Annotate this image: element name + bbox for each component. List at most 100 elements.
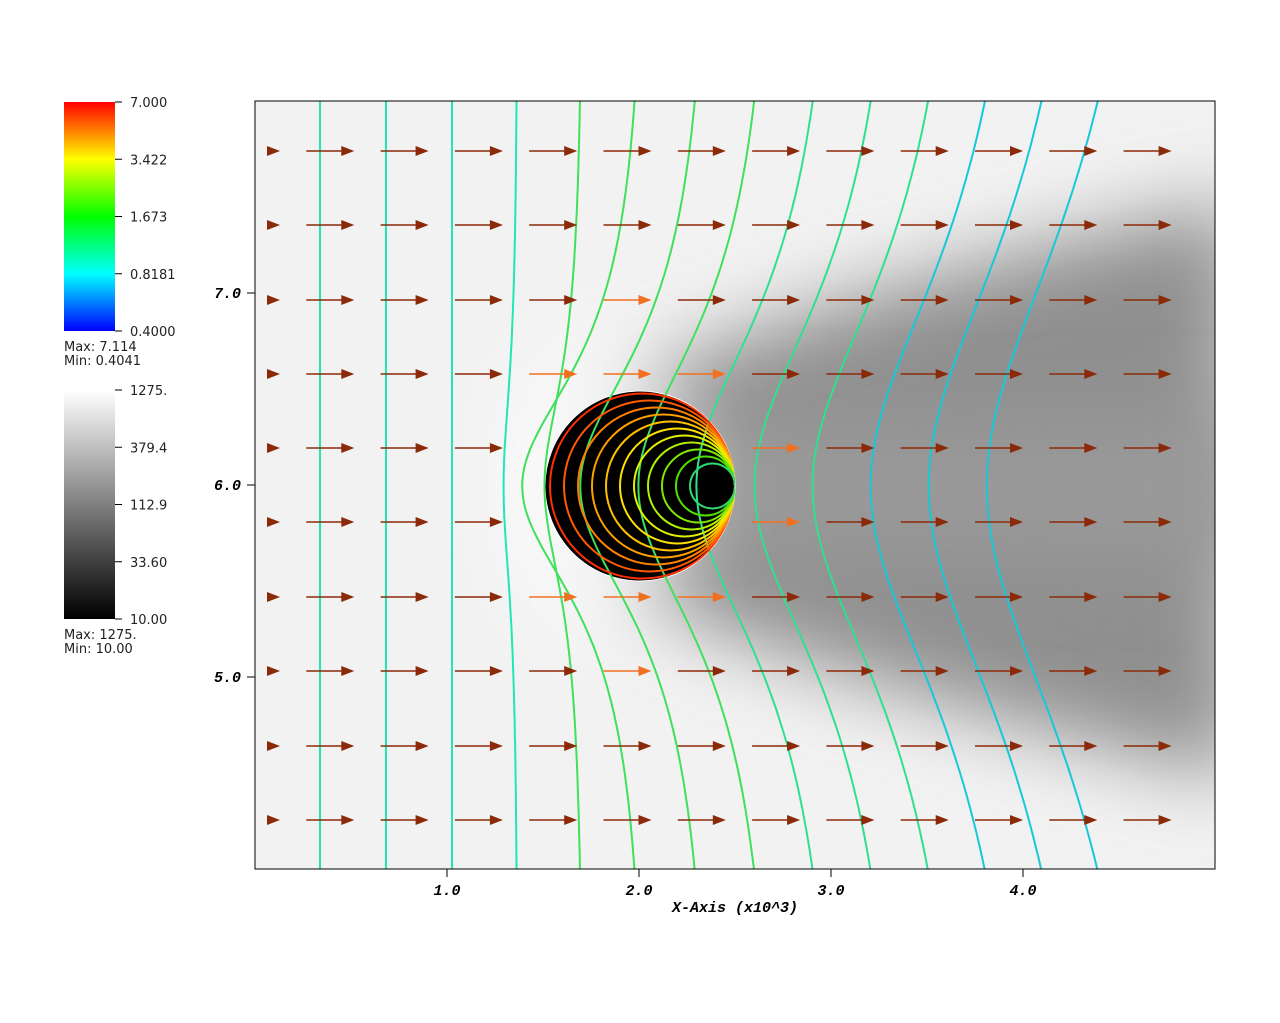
vector-head	[489, 146, 503, 156]
vector-head	[712, 815, 726, 825]
vector-head	[712, 741, 726, 751]
vector-head	[1010, 815, 1023, 825]
vector-head	[712, 295, 726, 305]
vector-head	[1010, 220, 1023, 230]
vector-head	[267, 146, 280, 156]
inner-contour	[675, 455, 735, 517]
vector-head	[787, 443, 801, 453]
wake-core	[640, 400, 1215, 570]
vector-head	[415, 517, 429, 527]
vector-head	[267, 443, 280, 453]
legend-min: Min: 10.00	[64, 642, 133, 657]
colorbar-label: 1.673	[130, 211, 167, 226]
vector-head	[1158, 517, 1172, 527]
vector-head	[787, 146, 801, 156]
vector-head	[341, 443, 355, 453]
colorbar	[64, 102, 115, 331]
vector-head	[564, 295, 578, 305]
vector-head	[1158, 666, 1172, 676]
vector-head	[861, 517, 875, 527]
vector-head	[1010, 443, 1023, 453]
vector-head	[861, 666, 875, 676]
vector-head	[712, 369, 726, 379]
vector-head	[341, 146, 355, 156]
vector-head	[564, 592, 578, 602]
inner-contour	[563, 399, 735, 573]
y-tick-label: 6.0	[214, 478, 241, 495]
contour-line	[637, 101, 756, 869]
x-axis-label: X-Axis (x10^3)	[671, 900, 798, 917]
colorbar-label: 379.4	[130, 441, 167, 456]
vector-head	[935, 592, 949, 602]
vector-head	[341, 517, 355, 527]
inner-contour	[577, 406, 735, 566]
vector-head	[1010, 592, 1023, 602]
vector-head	[415, 295, 429, 305]
vector-head	[341, 369, 355, 379]
vector-head	[267, 741, 280, 751]
vector-head	[341, 741, 355, 751]
vector-head	[638, 369, 652, 379]
vector-head	[1084, 592, 1098, 602]
vector-head	[861, 220, 875, 230]
inner-contour	[647, 441, 735, 531]
colorbar-label: 1275.	[130, 384, 167, 399]
vector-head	[638, 815, 652, 825]
vector-head	[1084, 517, 1098, 527]
inner-contour	[605, 420, 735, 552]
vector-head	[935, 517, 949, 527]
vector-head	[1084, 741, 1098, 751]
colorbar-label: 7.000	[130, 96, 167, 111]
vector-head	[861, 146, 875, 156]
vector-head	[341, 815, 355, 825]
vector-head	[341, 666, 355, 676]
vector-head	[489, 666, 503, 676]
vector-head	[712, 220, 726, 230]
vector-head	[712, 592, 726, 602]
inner-contour	[549, 392, 735, 580]
vector-head	[489, 592, 503, 602]
vector-head	[564, 369, 578, 379]
vector-head	[638, 666, 652, 676]
vector-head	[1084, 666, 1098, 676]
inner-contour	[661, 448, 735, 524]
vector-head	[1084, 220, 1098, 230]
vector-head	[564, 220, 578, 230]
vector-head	[1084, 369, 1098, 379]
inner-contour	[689, 462, 735, 510]
vector-head	[564, 146, 578, 156]
vector-head	[267, 592, 280, 602]
vector-head	[1084, 295, 1098, 305]
vector-head	[267, 666, 280, 676]
vector-head	[638, 295, 652, 305]
vector-head	[638, 592, 652, 602]
vector-head	[1158, 369, 1172, 379]
vector-head	[415, 220, 429, 230]
legend-max: Max: 1275.	[64, 628, 137, 643]
x-tick-label: 2.0	[625, 883, 652, 900]
vector-head	[1010, 666, 1023, 676]
vector-head	[935, 443, 949, 453]
vector-head	[787, 369, 801, 379]
vector-head	[787, 220, 801, 230]
vector-head	[1010, 517, 1023, 527]
legend-min: Min: 0.4041	[64, 354, 141, 369]
contour-line	[869, 101, 987, 869]
colorbar-label: 3.422	[130, 153, 167, 168]
vector-head	[1010, 369, 1023, 379]
inner-contour	[633, 434, 735, 538]
vector-head	[267, 220, 280, 230]
colorbar-label: 33.60	[130, 556, 167, 571]
contour-line	[502, 101, 518, 869]
vector-head	[861, 443, 875, 453]
vector-head	[415, 666, 429, 676]
vector-head	[415, 443, 429, 453]
vector-head	[935, 220, 949, 230]
vector-head	[1158, 815, 1172, 825]
vector-head	[935, 815, 949, 825]
x-tick-label: 1.0	[433, 883, 460, 900]
vector-head	[935, 295, 949, 305]
vector-head	[787, 741, 801, 751]
vector-head	[861, 295, 875, 305]
